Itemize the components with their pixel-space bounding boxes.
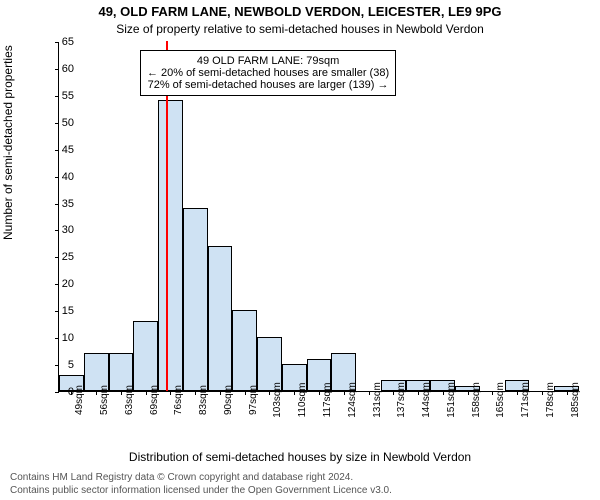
ytick-label: 10 <box>44 332 74 344</box>
xtick-mark <box>170 391 171 395</box>
histogram-bar <box>232 310 257 391</box>
xtick-mark <box>146 391 147 395</box>
xtick-label: 171sqm <box>520 382 531 418</box>
ytick-label: 20 <box>44 278 74 290</box>
ytick-label: 25 <box>44 251 74 263</box>
xtick-mark <box>542 391 543 395</box>
xtick-label: 49sqm <box>74 385 85 415</box>
ytick-label: 65 <box>44 36 74 48</box>
chart-title-line1: 49, OLD FARM LANE, NEWBOLD VERDON, LEICE… <box>0 4 600 19</box>
xtick-mark <box>468 391 469 395</box>
histogram-bar <box>208 246 233 391</box>
chart-title-line2: Size of property relative to semi-detach… <box>0 22 600 36</box>
footer-licence: Contains public sector information licen… <box>10 485 392 496</box>
xtick-mark <box>121 391 122 395</box>
xtick-mark <box>319 391 320 395</box>
xtick-label: 63sqm <box>124 385 135 415</box>
ytick-label: 50 <box>44 117 74 129</box>
xtick-mark <box>492 391 493 395</box>
xtick-label: 76sqm <box>173 385 184 415</box>
xtick-label: 69sqm <box>149 385 160 415</box>
xtick-label: 97sqm <box>248 385 259 415</box>
xtick-mark <box>294 391 295 395</box>
xtick-mark <box>443 391 444 395</box>
xtick-label: 185sqm <box>570 382 581 418</box>
xtick-mark <box>96 391 97 395</box>
histogram-bar <box>133 321 158 391</box>
ytick-label: 15 <box>44 305 74 317</box>
ytick-label: 40 <box>44 171 74 183</box>
xtick-label: 56sqm <box>99 385 110 415</box>
xtick-mark <box>220 391 221 395</box>
xtick-mark <box>344 391 345 395</box>
annotation-line3: 72% of semi-detached houses are larger (… <box>147 79 389 91</box>
xtick-label: 131sqm <box>372 382 383 418</box>
xtick-label: 144sqm <box>421 382 432 418</box>
ytick-label: 55 <box>44 90 74 102</box>
xtick-mark <box>517 391 518 395</box>
histogram-bar <box>158 100 183 391</box>
xtick-label: 137sqm <box>396 382 407 418</box>
xtick-label: 165sqm <box>495 382 506 418</box>
ytick-label: 30 <box>44 224 74 236</box>
histogram-bar <box>183 208 208 391</box>
xtick-mark <box>418 391 419 395</box>
xtick-label: 124sqm <box>347 382 358 418</box>
ytick-label: 60 <box>44 63 74 75</box>
xtick-label: 178sqm <box>545 382 556 418</box>
ytick-label: 35 <box>44 198 74 210</box>
xtick-mark <box>269 391 270 395</box>
xtick-mark <box>567 391 568 395</box>
xtick-label: 103sqm <box>272 382 283 418</box>
annotation-line1: 49 OLD FARM LANE: 79sqm <box>147 55 389 67</box>
annotation-box: 49 OLD FARM LANE: 79sqm ← 20% of semi-de… <box>140 50 396 96</box>
xtick-label: 151sqm <box>446 382 457 418</box>
annotation-line2: ← 20% of semi-detached houses are smalle… <box>147 67 389 79</box>
xtick-label: 110sqm <box>297 383 308 418</box>
xtick-label: 117sqm <box>322 383 333 418</box>
xtick-label: 158sqm <box>471 382 482 418</box>
ytick-label: 0 <box>44 386 74 398</box>
y-axis-label: Number of semi-detached properties <box>1 45 15 240</box>
xtick-label: 83sqm <box>198 385 209 415</box>
xtick-label: 90sqm <box>223 385 234 415</box>
xtick-mark <box>369 391 370 395</box>
x-axis-label: Distribution of semi-detached houses by … <box>0 450 600 464</box>
xtick-mark <box>245 391 246 395</box>
ytick-label: 5 <box>44 359 74 371</box>
xtick-mark <box>195 391 196 395</box>
ytick-label: 45 <box>44 144 74 156</box>
footer-copyright: Contains HM Land Registry data © Crown c… <box>10 472 353 483</box>
xtick-mark <box>393 391 394 395</box>
